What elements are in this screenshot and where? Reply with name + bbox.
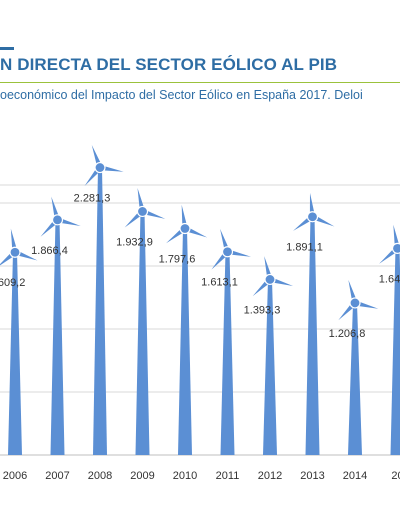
data-label: 1.613,1 [201, 277, 238, 289]
turbine-hub [179, 222, 191, 235]
x-tick-label: 2013 [300, 470, 324, 482]
turbine-blade [99, 164, 124, 172]
x-tick-label: 2006 [3, 470, 27, 482]
data-label: 1.866,4 [31, 245, 68, 257]
data-label: 1.206,8 [329, 328, 366, 340]
x-tick-label: 2007 [45, 470, 69, 482]
turbine-hub [94, 161, 106, 174]
turbine-tower [305, 216, 320, 455]
turbine-tower [263, 279, 277, 455]
x-axis-ticks: 2006 2007 2008 2009 2010 2011 2012 2013 2014 20 [3, 470, 400, 482]
turbine-hub [136, 205, 149, 218]
turbine-blade [181, 204, 188, 229]
turbine-tower [50, 219, 65, 455]
data-label: 1.891,1 [286, 242, 323, 254]
x-tick-label: 2010 [173, 470, 197, 482]
x-tick-label: 20 [391, 470, 400, 482]
x-tick-label: 2012 [258, 470, 282, 482]
x-tick-label: 2008 [88, 470, 112, 482]
turbine-tower [8, 252, 22, 455]
turbine-hub [391, 242, 400, 254]
chart-grid [0, 184, 400, 456]
turbine-hub [306, 211, 319, 223]
turbine-blade [393, 224, 400, 249]
data-label: 1.393,3 [244, 304, 281, 316]
turbine-hub [349, 297, 361, 309]
turbine-hub [51, 214, 64, 226]
turbine-tower [93, 167, 107, 455]
turbine-tower [390, 248, 400, 455]
turbine-tower [348, 302, 362, 455]
turbine-blade [10, 228, 18, 253]
data-label: 1.609,2 [0, 277, 25, 289]
data-label: 1.64 [379, 273, 400, 285]
turbine-blade [309, 192, 316, 217]
title-accent-line [0, 47, 14, 50]
turbine-hub [264, 273, 276, 286]
x-tick-label: 2014 [343, 470, 367, 482]
turbine-tower [135, 211, 150, 455]
x-tick-label: 2011 [216, 470, 240, 482]
data-label: 1.932,9 [116, 236, 153, 248]
page-title: N DIRECTA DEL SECTOR EÓLICO AL PIB [0, 55, 338, 74]
page-subtitle: oeconómico del Impacto del Sector Eólico… [0, 88, 363, 102]
turbine-tower [220, 251, 235, 455]
turbine-hub [9, 246, 21, 258]
data-label: 2.281,3 [74, 193, 111, 205]
x-tick-label: 2009 [130, 470, 154, 482]
turbine-hub [221, 246, 234, 258]
data-label: 1.797,6 [159, 254, 196, 266]
chart-series [0, 145, 400, 455]
title-underline [0, 48, 400, 83]
turbine-tower [178, 228, 192, 455]
data-labels: 1.609,2 1.866,4 2.281,3 1.932,9 1.797,6 1.613… [0, 193, 400, 340]
